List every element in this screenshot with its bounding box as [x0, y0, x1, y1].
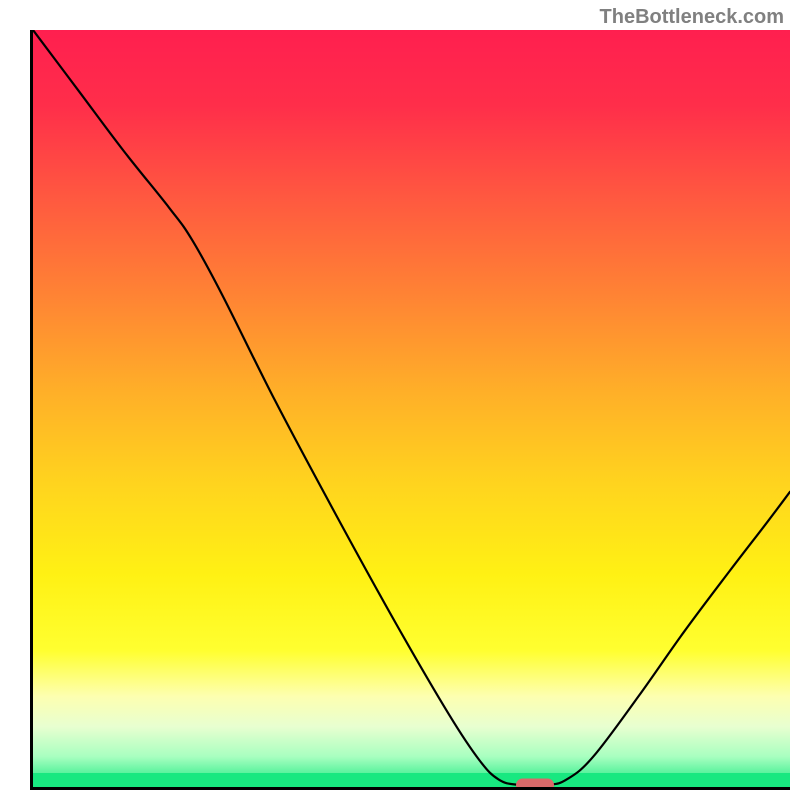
- chart-container: TheBottleneck.com: [0, 0, 800, 800]
- plot-area: [30, 30, 790, 790]
- optimum-marker: [516, 778, 554, 790]
- watermark-text: TheBottleneck.com: [600, 6, 784, 29]
- bottleneck-curve: [33, 30, 790, 787]
